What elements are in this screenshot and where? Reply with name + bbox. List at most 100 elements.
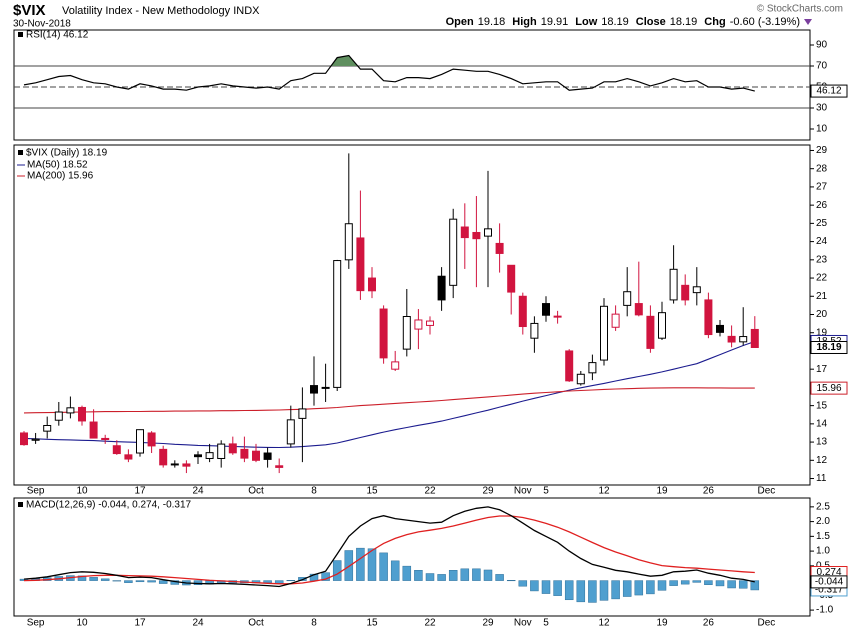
candle-body <box>228 443 237 454</box>
candle-body <box>576 373 585 385</box>
x-tick-label: 24 <box>192 618 204 629</box>
x-tick-label: 5 <box>543 486 549 497</box>
legend-label: MA(200) 15.96 <box>27 171 94 182</box>
histogram-bar <box>286 580 296 582</box>
histogram-bar <box>564 580 574 601</box>
x-tick-label: 26 <box>703 618 715 629</box>
x-tick-label: 12 <box>598 618 610 629</box>
candle-body <box>205 452 214 459</box>
histogram-bar <box>414 570 423 581</box>
y-tick-label: 27 <box>816 182 828 193</box>
quote-label: Chg <box>704 16 725 28</box>
histogram-bar <box>356 547 365 581</box>
y-tick-label: 70 <box>816 61 828 72</box>
quote-value: 18.19 <box>670 16 698 28</box>
histogram-bar <box>298 577 307 581</box>
value-tag-box <box>810 84 848 98</box>
legend-label: MA(50) 18.52 <box>27 160 88 171</box>
candle-body <box>600 305 608 361</box>
y-tick-label: 23 <box>816 254 828 265</box>
histogram-bar <box>750 580 760 591</box>
value-tag-box <box>810 340 848 354</box>
x-tick-label: Oct <box>248 486 264 497</box>
macd-line <box>23 515 755 585</box>
histogram-bar <box>692 580 702 583</box>
candle-body <box>263 452 272 460</box>
quote-value: 19.91 <box>541 16 569 28</box>
histogram-bar <box>599 580 609 601</box>
candle-body <box>344 223 353 261</box>
candle-body <box>20 432 28 446</box>
histogram-bar <box>553 580 562 596</box>
histogram-bar <box>634 580 644 596</box>
candle-body <box>286 419 295 445</box>
y-tick-label: 22 <box>816 273 828 284</box>
quote-label: Low <box>575 16 597 28</box>
x-tick-label: 15 <box>366 486 378 497</box>
candle-body <box>669 268 678 301</box>
candle-body <box>170 463 179 466</box>
x-tick-label: 17 <box>134 618 146 629</box>
y-tick-label: 0.5 <box>816 560 830 571</box>
candle-body <box>484 228 492 237</box>
y-tick-label: 25 <box>816 218 828 229</box>
candle-body <box>379 308 388 359</box>
histogram-bar <box>448 570 458 581</box>
macd-line <box>23 506 755 588</box>
candle-body <box>716 324 724 333</box>
histogram-bar <box>472 568 481 581</box>
candle-body <box>750 328 759 348</box>
candle-body <box>611 313 620 328</box>
histogram-bar <box>460 568 470 581</box>
price-panel <box>13 144 811 486</box>
histogram-bar <box>158 580 168 584</box>
candle-body <box>252 450 260 461</box>
candle-body <box>530 322 539 339</box>
value-tag: 15.96 <box>816 383 841 394</box>
histogram-bar <box>332 560 342 581</box>
histogram-bar <box>680 580 690 585</box>
x-tick-label: 5 <box>543 618 549 629</box>
x-tick-label: 29 <box>482 618 494 629</box>
quote-value: 18.19 <box>601 16 629 28</box>
histogram-bar <box>657 580 667 591</box>
candle-body <box>43 424 52 432</box>
histogram-bar <box>518 580 528 587</box>
legend-swatch <box>18 502 23 507</box>
x-tick-label: Sep <box>27 486 45 497</box>
histogram-bar <box>611 580 620 600</box>
quote-value: -0.60 (-3.19%) <box>730 16 800 28</box>
y-tick-label: 90 <box>816 40 828 51</box>
candle-body <box>391 361 400 370</box>
candle-body <box>414 319 423 330</box>
quote-label: Close <box>636 16 666 28</box>
x-tick-label: 10 <box>76 618 88 629</box>
histogram-bar <box>495 574 504 581</box>
candle-body <box>101 437 110 441</box>
histogram-bar <box>100 578 110 581</box>
y-tick-label: 30 <box>816 103 828 114</box>
quote: Open 19.18 High 19.91 Low 18.19 Close 18.19 Chg -… <box>446 16 800 28</box>
histogram-bar <box>135 580 145 583</box>
candle-body <box>217 443 226 459</box>
histogram-bar <box>89 577 98 581</box>
x-tick-label: Oct <box>248 618 264 629</box>
histogram-bar <box>622 580 632 597</box>
x-tick-label: 8 <box>311 486 317 497</box>
candle-body <box>681 284 690 301</box>
y-tick-label: 29 <box>816 145 828 156</box>
x-tick-label: 15 <box>366 618 378 629</box>
candle-body <box>356 237 365 292</box>
candle-body <box>112 445 121 455</box>
legend-label: $VIX (Daily) 18.19 <box>26 148 108 159</box>
candle-body <box>727 335 736 343</box>
candle-body <box>518 295 527 328</box>
legend-label: RSI(14) 46.12 <box>26 30 89 41</box>
candle-body <box>54 411 63 421</box>
y-tick-label: 10 <box>816 124 828 135</box>
y-tick-label: -1.0 <box>816 605 834 616</box>
x-tick-label: 26 <box>703 486 715 497</box>
x-tick-label: Nov <box>514 486 532 497</box>
candle-body <box>646 315 655 349</box>
moving-average <box>23 387 755 414</box>
